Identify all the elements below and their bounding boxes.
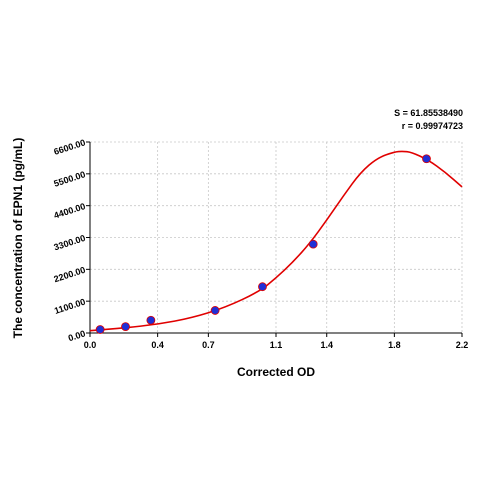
- data-point-1: [121, 322, 130, 332]
- x-tick-labels: 0.0 0.4 0.7 1.1 1.4 1.8 2.2: [84, 340, 469, 350]
- data-point-2: [146, 315, 156, 325]
- y-tick-label-5: 5500.00: [53, 169, 87, 189]
- x-tick-label-1: 0.4: [151, 340, 164, 350]
- y-tick-label-4: 4400.00: [53, 201, 87, 221]
- data-points: [95, 154, 431, 334]
- grid-lines: [89, 141, 463, 334]
- y-tick-label-6: 6600.00: [53, 137, 87, 157]
- fitted-curve-line: [89, 150, 463, 332]
- data-point-6: [422, 154, 431, 164]
- y-tick-label-1: 1100.00: [53, 297, 87, 316]
- fitted-curve: [89, 150, 463, 332]
- x-tick-label-4: 1.4: [320, 340, 333, 350]
- data-point-3: [210, 306, 220, 315]
- stats-box: S = 61.85538490 r = 0.99974723: [394, 108, 463, 131]
- y-tick-label-3: 3300.00: [53, 233, 87, 253]
- x-tick-label-0: 0.0: [84, 340, 97, 350]
- data-point-5: [308, 239, 318, 249]
- y-tick-label-2: 2200.00: [53, 265, 87, 285]
- x-tick-label-3: 1.1: [270, 340, 283, 350]
- x-tick-label-5: 1.8: [388, 340, 401, 350]
- y-axis-title: The concentration of EPN1 (pg/mL): [11, 138, 25, 339]
- y-tick-labels: 0.001100.002200.003300.004400.005500.006…: [53, 137, 87, 343]
- stat-r-value: r = 0.99974723: [402, 121, 463, 131]
- x-tick-label-2: 0.7: [202, 340, 215, 350]
- x-tick-label-6: 2.2: [456, 340, 469, 350]
- data-point-4: [258, 282, 267, 292]
- axes: [86, 141, 463, 337]
- data-point-0: [95, 325, 105, 334]
- x-axis-title: Corrected OD: [237, 365, 315, 379]
- stat-s-value: S = 61.85538490: [394, 108, 463, 118]
